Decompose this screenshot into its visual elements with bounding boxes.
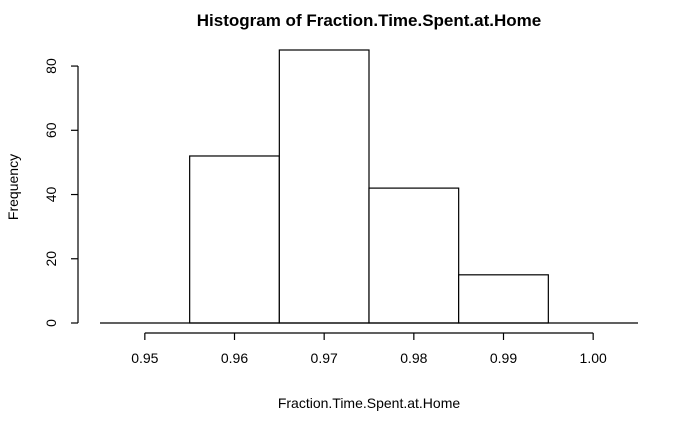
x-axis-label: Fraction.Time.Spent.at.Home: [278, 395, 461, 411]
y-tick-label: 40: [43, 187, 59, 203]
x-tick-label: 0.95: [131, 350, 158, 366]
x-tick-label: 0.98: [400, 350, 427, 366]
y-axis: 0 20 40 60 80: [43, 58, 79, 327]
histogram-bar: [458, 274, 549, 324]
histogram-bar: [189, 155, 280, 324]
bars-group: [100, 49, 638, 324]
x-tick-label: 1.00: [580, 350, 607, 366]
chart-title: Histogram of Fraction.Time.Spent.at.Home: [197, 11, 541, 30]
y-tick-label: 0: [43, 319, 59, 327]
x-tick-label: 0.99: [490, 350, 517, 366]
y-tick-label: 80: [43, 58, 59, 74]
x-tick-label: 0.97: [311, 350, 338, 366]
y-tick-label: 60: [43, 122, 59, 138]
histogram-bar: [368, 187, 460, 324]
y-tick-label: 20: [43, 251, 59, 267]
x-axis: 0.95 0.96 0.97 0.98 0.99 1.00: [131, 332, 607, 366]
x-tick-label: 0.96: [221, 350, 248, 366]
y-axis-label: Frequency: [5, 154, 21, 220]
histogram-bar: [278, 49, 370, 324]
